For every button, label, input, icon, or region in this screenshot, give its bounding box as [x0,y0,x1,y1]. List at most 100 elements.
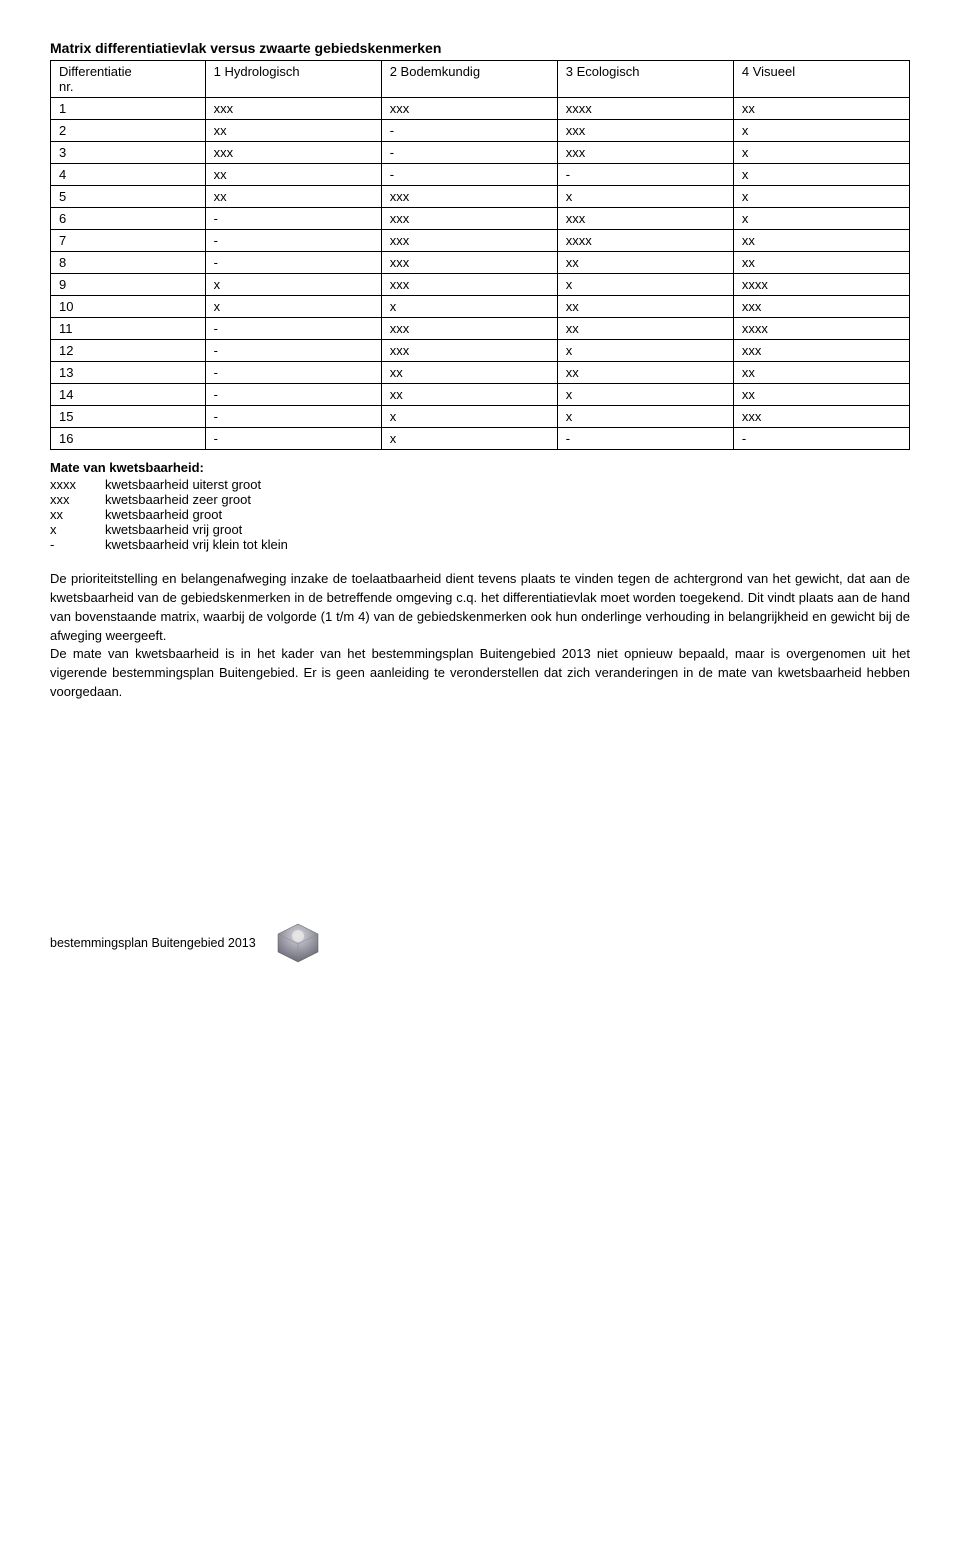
table-row: 5xxxxxxx [51,186,910,208]
table-cell: - [205,318,381,340]
table-cell: - [205,384,381,406]
table-cell: xxxx [557,98,733,120]
table-cell: 2 [51,120,206,142]
table-cell: xx [557,296,733,318]
table-cell: xx [733,98,909,120]
table-cell: xx [381,362,557,384]
table-row: 13-xxxxxx [51,362,910,384]
table-cell: xxx [381,274,557,296]
header-col-0b: nr. [59,79,73,94]
header-col-0a: Differentiatie [59,64,132,79]
header-col-0: Differentiatie nr. [51,61,206,98]
table-cell: - [381,142,557,164]
table-cell: x [381,428,557,450]
body-paragraph-2: De mate van kwetsbaarheid is in het kade… [50,645,910,702]
table-cell: - [205,362,381,384]
page-title: Matrix differentiatievlak versus zwaarte… [50,40,910,56]
table-cell: x [205,296,381,318]
table-cell: xx [733,362,909,384]
table-row: 4xx--x [51,164,910,186]
table-cell: 16 [51,428,206,450]
table-row: 11-xxxxxxxxx [51,318,910,340]
table-cell: - [205,208,381,230]
table-cell: xx [557,318,733,340]
footer-logo-icon [274,922,322,964]
table-cell: xxx [381,318,557,340]
table-cell: 6 [51,208,206,230]
table-cell: - [381,120,557,142]
table-cell: x [557,340,733,362]
table-cell: xx [733,384,909,406]
table-cell: x [733,208,909,230]
table-cell: 9 [51,274,206,296]
header-col-1: 1 Hydrologisch [205,61,381,98]
table-cell: xxx [381,208,557,230]
table-cell: xxx [733,340,909,362]
table-cell: x [557,384,733,406]
table-cell: 15 [51,406,206,428]
table-cell: - [205,230,381,252]
table-cell: - [205,252,381,274]
table-cell: xxxx [557,230,733,252]
table-cell: xx [205,164,381,186]
table-cell: x [557,406,733,428]
table-cell: 12 [51,340,206,362]
legend-key: xxx [50,492,105,507]
table-cell: xx [557,252,733,274]
page-footer: bestemmingsplan Buitengebied 2013 [50,922,910,964]
table-cell: - [205,406,381,428]
legend-key: x [50,522,105,537]
table-cell: xxx [557,142,733,164]
table-cell: 3 [51,142,206,164]
table-row: 6-xxxxxxx [51,208,910,230]
table-cell: 4 [51,164,206,186]
legend-item: -kwetsbaarheid vrij klein tot klein [50,537,910,552]
table-cell: x [733,142,909,164]
table-cell: 1 [51,98,206,120]
legend-item: xxkwetsbaarheid groot [50,507,910,522]
table-cell: xxx [733,406,909,428]
legend-list: xxxxkwetsbaarheid uiterst grootxxxkwetsb… [50,477,910,552]
table-cell: x [205,274,381,296]
table-cell: xx [205,120,381,142]
table-cell: xxx [381,186,557,208]
legend-item: xkwetsbaarheid vrij groot [50,522,910,537]
table-row: 1xxxxxxxxxxxx [51,98,910,120]
legend-label: kwetsbaarheid zeer groot [105,492,251,507]
table-cell: - [205,428,381,450]
legend-key: - [50,537,105,552]
footer-text: bestemmingsplan Buitengebied 2013 [50,936,256,950]
table-cell: xxx [381,340,557,362]
table-cell: - [205,340,381,362]
table-cell: 13 [51,362,206,384]
table-cell: xxx [557,120,733,142]
table-cell: xxxx [733,318,909,340]
legend-label: kwetsbaarheid groot [105,507,222,522]
matrix-table: Differentiatie nr. 1 Hydrologisch 2 Bode… [50,60,910,450]
table-cell: x [733,186,909,208]
table-cell: xxx [557,208,733,230]
legend-label: kwetsbaarheid uiterst groot [105,477,261,492]
table-cell: 7 [51,230,206,252]
header-col-3: 3 Ecologisch [557,61,733,98]
table-cell: x [381,406,557,428]
table-row: 7-xxxxxxxxx [51,230,910,252]
table-cell: - [557,164,733,186]
table-cell: 5 [51,186,206,208]
table-cell: x [557,186,733,208]
table-cell: x [733,164,909,186]
table-cell: xxx [381,230,557,252]
table-cell: 11 [51,318,206,340]
legend-key: xxxx [50,477,105,492]
legend-item: xxxkwetsbaarheid zeer groot [50,492,910,507]
table-row: 9xxxxxxxxx [51,274,910,296]
table-cell: xx [733,230,909,252]
table-cell: - [733,428,909,450]
header-col-2: 2 Bodemkundig [381,61,557,98]
table-row: 16-x-- [51,428,910,450]
table-cell: 10 [51,296,206,318]
table-row: 15-xxxxx [51,406,910,428]
table-row: 12-xxxxxxx [51,340,910,362]
table-row: 2xx-xxxx [51,120,910,142]
table-cell: x [381,296,557,318]
